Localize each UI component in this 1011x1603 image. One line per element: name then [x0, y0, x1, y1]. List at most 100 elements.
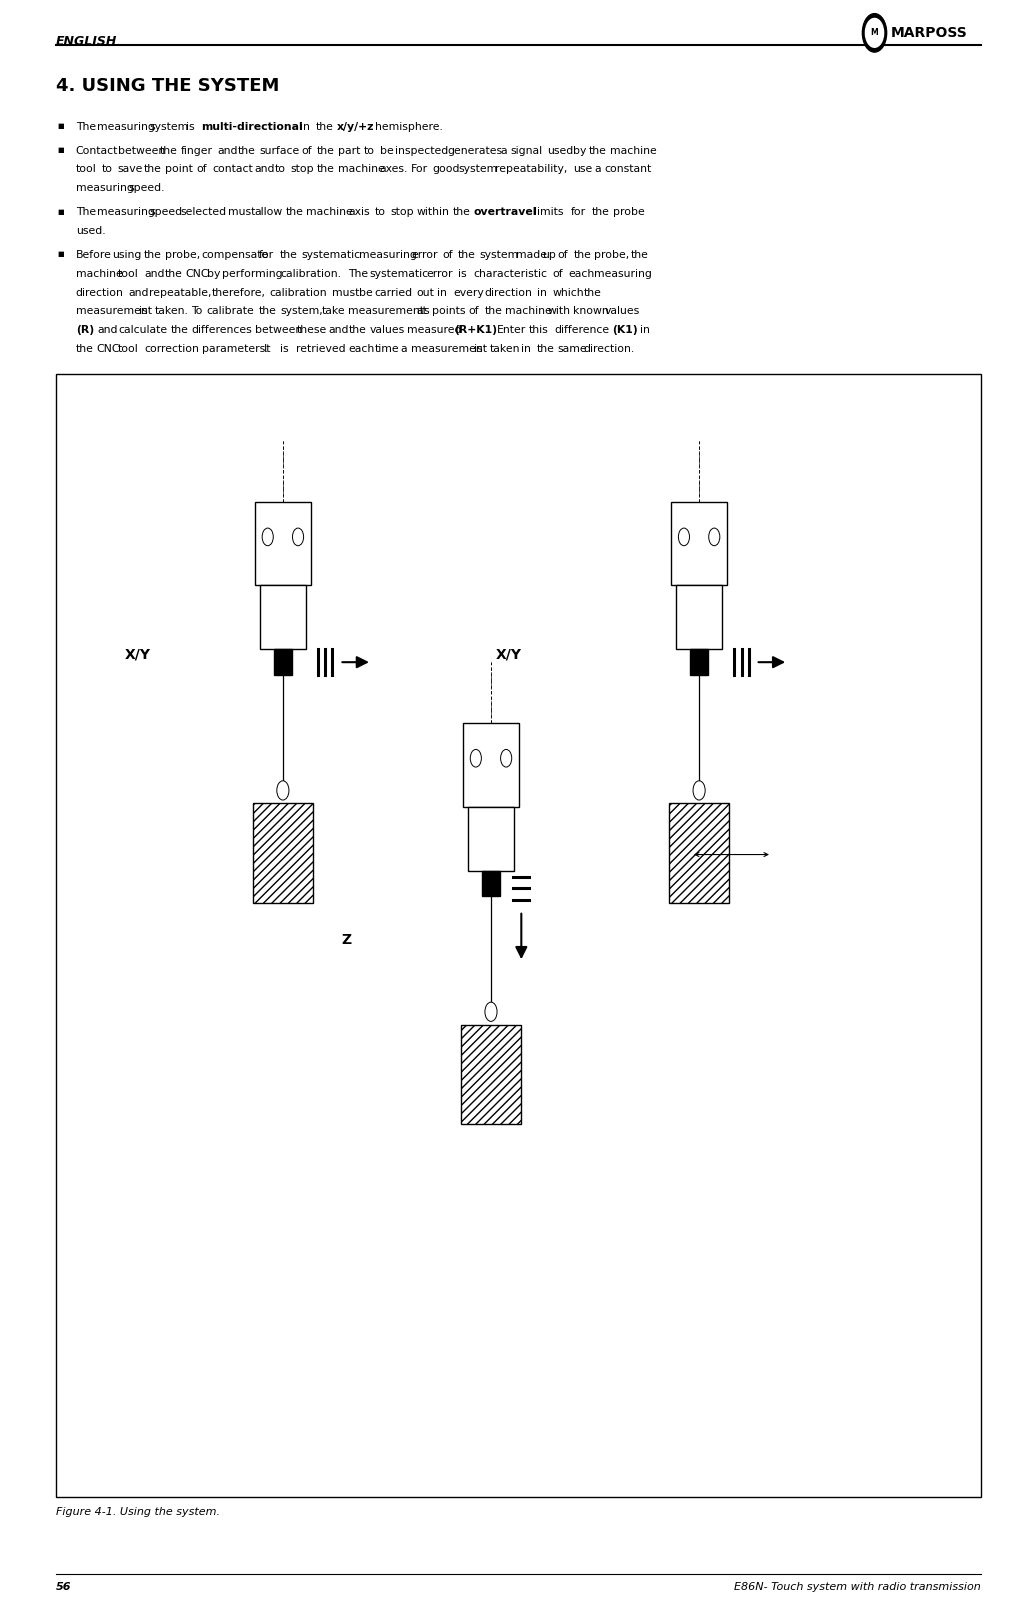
Text: ENGLISH: ENGLISH: [56, 35, 117, 48]
Text: system: system: [479, 250, 519, 260]
Text: is: is: [280, 345, 289, 354]
Text: speed: speed: [150, 207, 182, 216]
Text: .: .: [486, 325, 490, 335]
Bar: [56, 375, 981, 1497]
Text: for: for: [571, 207, 586, 216]
Text: probe: probe: [613, 207, 644, 216]
Text: contact: contact: [212, 165, 253, 175]
Text: Enter: Enter: [497, 325, 527, 335]
Text: of: of: [469, 306, 479, 316]
Text: Contact: Contact: [76, 146, 118, 155]
Text: taken: taken: [489, 345, 520, 354]
Text: signal: signal: [511, 146, 543, 155]
Text: generates: generates: [448, 146, 502, 155]
Text: X/Y: X/Y: [495, 648, 522, 660]
Text: (R): (R): [76, 325, 94, 335]
Text: the: the: [458, 250, 476, 260]
Text: tool: tool: [117, 345, 139, 354]
Text: by: by: [206, 269, 220, 279]
Text: is: is: [458, 269, 467, 279]
Text: and: and: [254, 165, 274, 175]
Text: is: is: [139, 306, 148, 316]
Text: tool: tool: [76, 165, 97, 175]
Text: the: the: [165, 269, 183, 279]
Text: direction: direction: [484, 287, 532, 298]
Text: stop: stop: [390, 207, 413, 216]
Text: selected: selected: [181, 207, 226, 216]
Text: and: and: [217, 146, 238, 155]
Text: known: known: [573, 306, 609, 316]
Text: the: the: [316, 146, 335, 155]
Text: error: error: [411, 250, 438, 260]
Text: measurement: measurement: [76, 306, 152, 316]
Text: this: this: [529, 325, 548, 335]
Text: made: made: [516, 250, 547, 260]
Text: with: with: [547, 306, 570, 316]
Text: which: which: [552, 287, 584, 298]
Text: and: and: [328, 325, 349, 335]
Text: ■: ■: [58, 123, 65, 130]
Text: a: a: [500, 146, 507, 155]
Text: multi-directional: multi-directional: [201, 122, 303, 131]
Text: measuring: measuring: [76, 183, 133, 194]
Text: the: the: [280, 250, 298, 260]
Text: the: the: [591, 207, 610, 216]
Text: The: The: [348, 269, 368, 279]
Text: difference: difference: [555, 325, 610, 335]
Text: the: the: [631, 250, 649, 260]
Text: direction: direction: [76, 287, 123, 298]
Bar: [461, 1024, 522, 1124]
Text: limits: limits: [534, 207, 564, 216]
Text: X/Y: X/Y: [124, 648, 151, 660]
Text: CNC: CNC: [97, 345, 120, 354]
Text: to: to: [275, 165, 286, 175]
Text: a: a: [400, 345, 407, 354]
Text: ■: ■: [58, 147, 65, 154]
Bar: [468, 806, 515, 870]
Text: the: the: [239, 146, 256, 155]
Bar: [668, 803, 730, 902]
Text: the: the: [583, 287, 602, 298]
Bar: [274, 649, 292, 675]
Text: M: M: [870, 29, 879, 37]
Text: point: point: [165, 165, 193, 175]
Text: same: same: [558, 345, 587, 354]
Text: in: in: [300, 122, 310, 131]
Text: therefore,: therefore,: [212, 287, 266, 298]
Text: the: the: [76, 345, 94, 354]
Text: differences: differences: [192, 325, 253, 335]
Text: the: the: [259, 306, 277, 316]
Text: at: at: [417, 306, 427, 316]
Text: the: the: [484, 306, 502, 316]
Text: performing: performing: [222, 269, 283, 279]
Text: values: values: [370, 325, 405, 335]
Text: the: the: [349, 325, 367, 335]
Text: x/y/+z: x/y/+z: [337, 122, 375, 131]
Text: the: the: [316, 165, 335, 175]
Text: speed.: speed.: [128, 183, 165, 194]
Text: to: to: [374, 207, 385, 216]
Text: It: It: [264, 345, 272, 354]
Text: CNC: CNC: [186, 269, 209, 279]
Text: save: save: [117, 165, 144, 175]
Circle shape: [862, 14, 887, 53]
Text: a: a: [594, 165, 601, 175]
Text: axes.: axes.: [379, 165, 408, 175]
Text: measurements: measurements: [348, 306, 430, 316]
Text: use: use: [573, 165, 592, 175]
Text: carried: carried: [374, 287, 412, 298]
Text: allow: allow: [254, 207, 282, 216]
Text: hemisphere.: hemisphere.: [375, 122, 443, 131]
Bar: [675, 585, 722, 649]
Text: machine: machine: [76, 269, 122, 279]
Text: finger: finger: [181, 146, 212, 155]
Circle shape: [470, 750, 481, 768]
Text: machine: machine: [306, 207, 353, 216]
Text: within: within: [417, 207, 449, 216]
Text: The: The: [76, 207, 96, 216]
Text: ■: ■: [58, 208, 65, 215]
Text: measuring: measuring: [97, 207, 155, 216]
Text: between: between: [117, 146, 165, 155]
Text: used.: used.: [76, 226, 105, 236]
Text: every: every: [453, 287, 483, 298]
